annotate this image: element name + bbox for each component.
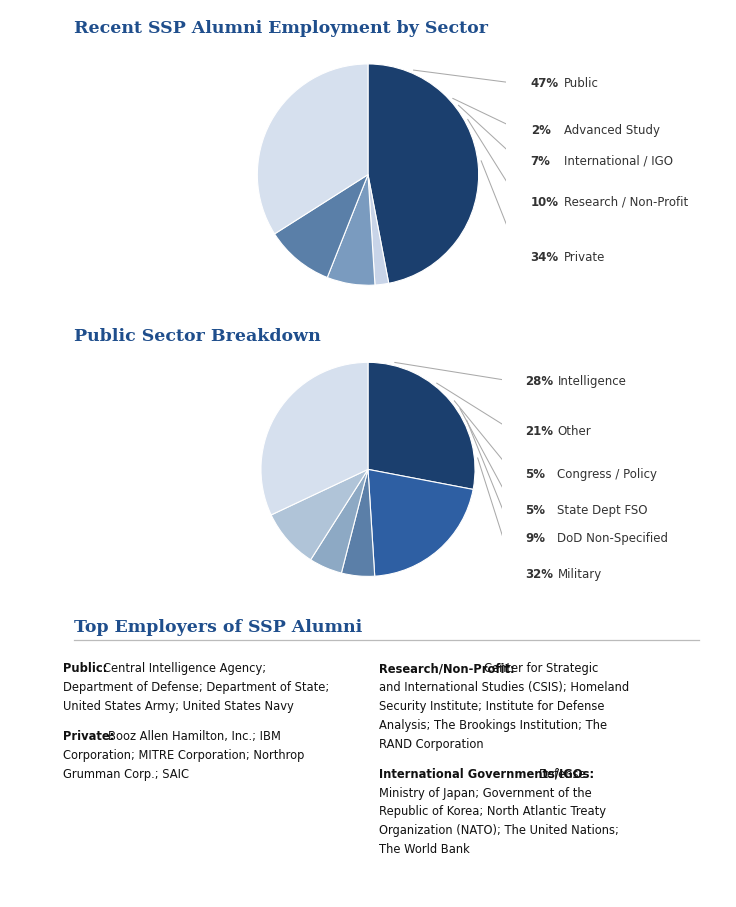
Text: Grumman Corp.; SAIC: Grumman Corp.; SAIC bbox=[63, 767, 188, 781]
Text: 5%: 5% bbox=[526, 468, 545, 482]
Text: and International Studies (CSIS); Homeland: and International Studies (CSIS); Homela… bbox=[379, 681, 629, 695]
Text: 34%: 34% bbox=[531, 251, 559, 264]
Wedge shape bbox=[271, 470, 368, 560]
Wedge shape bbox=[342, 470, 375, 576]
Text: Ministry of Japan; Government of the: Ministry of Japan; Government of the bbox=[379, 786, 592, 800]
Text: Security Institute; Institute for Defense: Security Institute; Institute for Defens… bbox=[379, 700, 604, 713]
Wedge shape bbox=[328, 175, 375, 286]
Text: Other: Other bbox=[557, 425, 591, 438]
Text: Organization (NATO); The United Nations;: Organization (NATO); The United Nations; bbox=[379, 824, 619, 837]
Text: Republic of Korea; North Atlantic Treaty: Republic of Korea; North Atlantic Treaty bbox=[379, 805, 606, 818]
Text: Department of Defense; Department of State;: Department of Defense; Department of Sta… bbox=[63, 681, 329, 695]
Wedge shape bbox=[311, 470, 368, 573]
Text: United States Army; United States Navy: United States Army; United States Navy bbox=[63, 700, 294, 713]
Text: Private: Private bbox=[564, 251, 605, 264]
Wedge shape bbox=[368, 175, 389, 285]
Wedge shape bbox=[258, 64, 368, 234]
Text: Private:: Private: bbox=[63, 730, 118, 743]
Text: Corporation; MITRE Corporation; Northrop: Corporation; MITRE Corporation; Northrop bbox=[63, 748, 304, 762]
Text: Central Intelligence Agency;: Central Intelligence Agency; bbox=[102, 662, 266, 676]
Text: 7%: 7% bbox=[531, 155, 551, 168]
Text: Military: Military bbox=[557, 568, 602, 580]
Text: The World Bank: The World Bank bbox=[379, 844, 470, 856]
Text: Booz Allen Hamilton, Inc.; IBM: Booz Allen Hamilton, Inc.; IBM bbox=[107, 730, 280, 743]
Text: International Governments/IGOs:: International Governments/IGOs: bbox=[379, 767, 598, 781]
Text: Defense: Defense bbox=[539, 767, 587, 781]
Text: Public:: Public: bbox=[63, 662, 111, 676]
Text: Recent SSP Alumni Employment by Sector: Recent SSP Alumni Employment by Sector bbox=[74, 20, 487, 37]
Text: International / IGO: International / IGO bbox=[564, 155, 673, 168]
Wedge shape bbox=[368, 470, 473, 576]
Text: 9%: 9% bbox=[526, 532, 545, 545]
Text: Research / Non-Profit: Research / Non-Profit bbox=[564, 196, 688, 209]
Text: 21%: 21% bbox=[526, 425, 553, 438]
Wedge shape bbox=[368, 362, 475, 490]
Text: 2%: 2% bbox=[531, 124, 551, 137]
Text: Analysis; The Brookings Institution; The: Analysis; The Brookings Institution; The bbox=[379, 719, 607, 732]
Text: 5%: 5% bbox=[526, 503, 545, 517]
Text: Public Sector Breakdown: Public Sector Breakdown bbox=[74, 328, 320, 346]
Text: Congress / Policy: Congress / Policy bbox=[557, 468, 657, 482]
Wedge shape bbox=[368, 64, 478, 283]
Text: DoD Non-Specified: DoD Non-Specified bbox=[557, 532, 668, 545]
Text: 28%: 28% bbox=[526, 375, 553, 388]
Text: 32%: 32% bbox=[526, 568, 553, 580]
Text: Public: Public bbox=[564, 77, 598, 91]
Text: Research/Non-Profit:: Research/Non-Profit: bbox=[379, 662, 519, 676]
Text: 10%: 10% bbox=[531, 196, 559, 209]
Text: Intelligence: Intelligence bbox=[557, 375, 626, 388]
Text: Top Employers of SSP Alumni: Top Employers of SSP Alumni bbox=[74, 619, 362, 636]
Text: RAND Corporation: RAND Corporation bbox=[379, 738, 484, 751]
Wedge shape bbox=[261, 362, 368, 515]
Text: Advanced Study: Advanced Study bbox=[564, 124, 660, 137]
Text: Center for Strategic: Center for Strategic bbox=[484, 662, 598, 676]
Text: 47%: 47% bbox=[531, 77, 559, 91]
Wedge shape bbox=[275, 175, 368, 278]
Text: State Dept FSO: State Dept FSO bbox=[557, 503, 648, 517]
